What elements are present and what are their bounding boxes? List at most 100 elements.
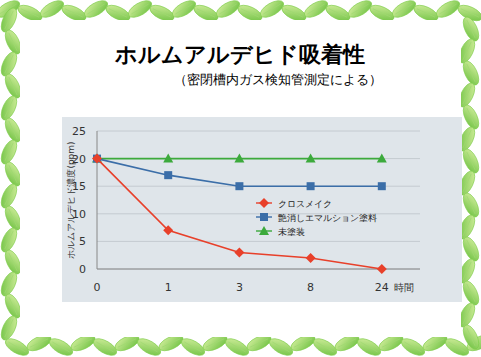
grid-line xyxy=(97,269,420,270)
marker-triangle xyxy=(234,154,244,163)
marker-diamond xyxy=(234,247,244,257)
leaf-vein xyxy=(285,9,303,17)
leaf-vein xyxy=(9,209,17,227)
leaf-vein xyxy=(153,9,171,17)
leaf-vein xyxy=(241,9,259,17)
leaf-vein xyxy=(9,33,17,51)
y-axis xyxy=(97,131,98,269)
leaf-vein xyxy=(463,306,471,324)
subtitle: （密閉槽内ガス検知管測定による） xyxy=(174,72,382,87)
marker-diamond xyxy=(306,253,316,263)
series-line xyxy=(97,159,382,269)
leaf-vein xyxy=(263,4,280,14)
leaf-vein xyxy=(65,9,83,17)
x-axis-label: 時間 xyxy=(394,282,414,293)
leaf-vein xyxy=(5,99,13,117)
grid-line xyxy=(97,241,420,242)
leaf-vein xyxy=(316,342,333,352)
leaf-vein xyxy=(197,9,215,17)
leaf-vein xyxy=(109,9,127,17)
marker-diamond xyxy=(92,154,102,164)
marker-diamond xyxy=(163,225,173,235)
leaf-vein xyxy=(404,342,421,352)
marker-square xyxy=(307,182,315,190)
leaf-vein xyxy=(417,9,435,17)
leaf-vein xyxy=(228,342,245,352)
leaf-border xyxy=(0,0,481,357)
leaf-vein xyxy=(219,4,236,14)
y-tick-label: 0 xyxy=(79,263,86,276)
x-axis xyxy=(97,269,420,270)
plot-area xyxy=(92,154,387,274)
legend-marker xyxy=(259,226,269,235)
leaf-vein xyxy=(52,342,69,352)
leaf-vein xyxy=(5,319,13,337)
legend-label: 艶消しエマルション塗料 xyxy=(278,213,377,223)
y-tick-label: 5 xyxy=(79,235,86,248)
chart-panel xyxy=(62,117,462,302)
leaf-vein xyxy=(439,4,456,14)
legend: クロスメイク艶消しエマルション塗料未塗装 xyxy=(256,198,377,237)
leaf-vein xyxy=(448,342,465,352)
marker-square xyxy=(378,182,386,190)
leaf-vein xyxy=(30,339,48,347)
leaf-vein xyxy=(373,9,391,17)
leaf-vein xyxy=(272,342,289,352)
legend-label: 未塗装 xyxy=(278,227,305,237)
legend-label: クロスメイク xyxy=(278,199,332,209)
legend-marker xyxy=(259,198,269,208)
leaf-vein xyxy=(351,4,368,14)
leaf-vein xyxy=(360,342,377,352)
leaf-vein xyxy=(467,152,475,170)
slide-bg xyxy=(0,0,481,357)
leaf-vein xyxy=(307,4,324,14)
leaf-vein xyxy=(395,4,412,14)
marker-square xyxy=(235,182,243,190)
leaf-vein xyxy=(5,55,13,73)
leaf-vein xyxy=(467,196,475,214)
leaf-vein xyxy=(467,20,475,38)
series-line xyxy=(97,159,382,187)
leaf-vein xyxy=(463,130,471,148)
leaf-vein xyxy=(96,342,113,352)
leaf-vein xyxy=(382,339,400,347)
marker-square xyxy=(164,171,172,179)
leaf-vein xyxy=(5,11,13,29)
leaf xyxy=(0,314,20,343)
leaf-vein xyxy=(175,4,192,14)
leaf-vein xyxy=(43,4,60,14)
leaf-vein xyxy=(467,108,475,126)
grid-line xyxy=(97,158,420,159)
leaf-vein xyxy=(9,253,17,271)
slide: ホルムアルデヒド吸着性（密閉槽内ガス検知管測定による）0510152025013… xyxy=(0,0,481,357)
leaf-vein xyxy=(74,339,92,347)
leaf-vein xyxy=(463,262,471,280)
leaf-vein xyxy=(5,231,13,249)
leaf-vein xyxy=(463,174,471,192)
leaf-vein xyxy=(206,339,224,347)
leaf-vein xyxy=(5,143,13,161)
leaf-vein xyxy=(9,297,17,315)
leaf-vein xyxy=(467,328,475,346)
leaf-vein xyxy=(294,339,312,347)
leaf-vein xyxy=(9,121,17,139)
y-axis-label: ホルムアルデヒド濃度(ppm) xyxy=(66,141,76,258)
chart-svg: ホルムアルデヒド吸着性（密閉槽内ガス検知管測定による）0510152025013… xyxy=(0,0,481,357)
leaf-vein xyxy=(463,86,471,104)
leaf-vein xyxy=(184,342,201,352)
title: ホルムアルデヒド吸着性 xyxy=(114,42,365,67)
marker-diamond xyxy=(377,264,387,274)
leaf-vein xyxy=(338,339,356,347)
leaf-vein xyxy=(5,275,13,293)
x-tick-label: 3 xyxy=(236,281,243,294)
x-tick-label: 24 xyxy=(375,281,389,294)
x-tick-label: 1 xyxy=(165,281,172,294)
y-tick-label: 25 xyxy=(72,125,86,138)
x-tick-label: 0 xyxy=(94,281,101,294)
leaf-vein xyxy=(131,4,148,14)
leaf-vein xyxy=(426,339,444,347)
leaf-vein xyxy=(463,42,471,60)
leaf-vein xyxy=(461,9,479,17)
slide-inner xyxy=(20,20,461,337)
leaf-vein xyxy=(21,9,39,17)
